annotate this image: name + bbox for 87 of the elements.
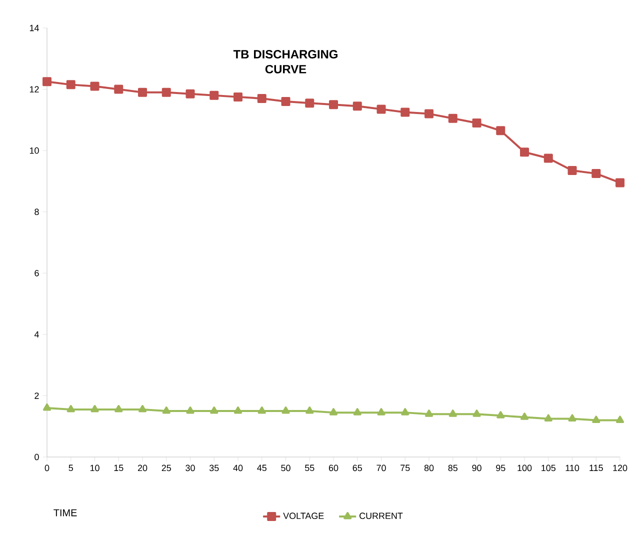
point [258, 406, 266, 414]
point [544, 414, 552, 422]
x-tick-label: 80 [424, 464, 434, 472]
x-tick-label: 85 [448, 464, 458, 472]
point [66, 405, 75, 412]
x-tick-label: 70 [376, 464, 386, 472]
legend-label: CURRENT [360, 512, 403, 520]
y-tick-label: 0 [34, 454, 39, 460]
point [616, 416, 624, 423]
point [257, 94, 266, 103]
y-tick-label: 2 [34, 392, 39, 399]
point [162, 88, 171, 97]
point [424, 109, 434, 118]
point [400, 108, 410, 117]
point [353, 408, 362, 416]
point [42, 77, 52, 86]
point [496, 126, 506, 136]
point [114, 84, 124, 94]
x-tick-label: 60 [328, 464, 338, 472]
point [210, 90, 219, 100]
point [376, 104, 386, 114]
point [592, 169, 601, 178]
x-tick-label: 25 [162, 464, 171, 472]
point [520, 148, 530, 157]
point [305, 98, 314, 108]
point [114, 405, 123, 412]
point [472, 410, 481, 417]
point [282, 406, 290, 414]
text: TB DISCHARGING CURVE [233, 50, 338, 74]
x-tick-label: 55 [305, 464, 314, 472]
point [472, 118, 482, 128]
x-tick-label: 35 [209, 464, 219, 472]
x-tick-label: 65 [352, 464, 362, 472]
point [329, 408, 338, 416]
point [138, 88, 147, 97]
y-tick-label: 12 [30, 86, 39, 92]
point [496, 411, 505, 418]
x-tick-label: 115 [590, 464, 603, 472]
x-tick-label: 105 [542, 464, 556, 472]
x-tick-label: 5 [68, 464, 73, 472]
point [616, 178, 625, 188]
point [520, 412, 529, 420]
y-tick-label: 14 [30, 24, 39, 32]
point [544, 154, 553, 163]
point [592, 416, 600, 423]
point [138, 405, 147, 412]
point [568, 414, 576, 422]
point [306, 406, 314, 414]
point [90, 405, 99, 412]
point [329, 100, 338, 110]
x-tick-label: 0 [44, 464, 50, 472]
y-tick-label: 10 [30, 147, 39, 154]
point [90, 82, 100, 91]
point [281, 97, 290, 106]
point [42, 403, 52, 411]
x-tick-label: 120 [613, 464, 628, 472]
x-tick-label: 15 [114, 464, 124, 472]
point [352, 102, 362, 111]
point [186, 406, 194, 414]
x-tick-label: 100 [518, 464, 532, 472]
point [66, 80, 76, 90]
legend-label: VOLTAGE [283, 512, 324, 520]
point [234, 92, 242, 102]
point [424, 410, 434, 417]
y-tick-label: 4 [34, 331, 39, 338]
x-axis-title: TIME [54, 509, 77, 516]
point [186, 89, 195, 98]
y-tick-label: 8 [34, 208, 39, 216]
x-tick-label: 50 [281, 464, 290, 472]
x-tick-label: 10 [90, 464, 100, 472]
x-tick-label: 30 [186, 464, 195, 472]
x-tick-label: 40 [233, 464, 243, 472]
y-tick-label: 6 [34, 270, 39, 276]
x-tick-label: 90 [472, 464, 482, 472]
point [162, 406, 170, 414]
point [448, 114, 458, 123]
point [234, 406, 242, 414]
point [448, 410, 457, 417]
point [568, 166, 577, 175]
x-tick-label: 45 [257, 464, 266, 472]
x-tick-label: 75 [400, 464, 410, 472]
point [210, 406, 218, 414]
x-tick-label: 110 [566, 464, 580, 472]
x-tick-label: 95 [496, 464, 506, 472]
point [377, 408, 386, 416]
point [401, 408, 410, 416]
x-tick-label: 20 [138, 464, 148, 472]
